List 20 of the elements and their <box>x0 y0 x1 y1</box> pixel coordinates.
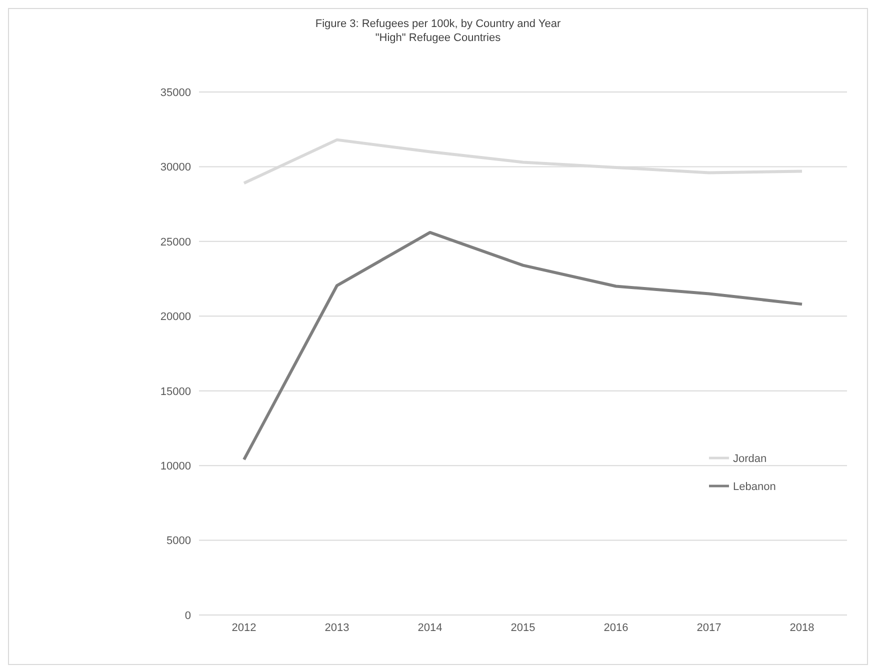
x-tick-label: 2014 <box>418 622 442 634</box>
y-tick-label: 0 <box>184 610 191 622</box>
y-tick-label: 15000 <box>160 386 191 398</box>
y-tick-label: 5000 <box>166 535 191 548</box>
x-tick-label: 2013 <box>324 622 350 634</box>
x-tick-label: 2016 <box>604 622 628 634</box>
y-tick-label: 25000 <box>160 236 191 248</box>
chart-title: Figure 3: Refugees per 100k, by Country and Year <box>314 17 562 31</box>
y-tick-label: 20000 <box>160 311 191 324</box>
y-tick-label: 10000 <box>160 460 191 472</box>
y-tick-label: 30000 <box>160 162 191 174</box>
y-tick-label: 35000 <box>160 86 191 99</box>
x-tick-label: 2018 <box>790 622 814 634</box>
x-tick-label: 2015 <box>510 622 536 634</box>
legend-label: Jordan <box>733 453 767 465</box>
x-tick-label: 2012 <box>232 622 256 634</box>
x-tick-label: 2017 <box>696 622 722 634</box>
chart-subtitle: "High" Refugee Countries <box>374 31 502 45</box>
line-series <box>242 230 804 462</box>
legend-label: Lebanon <box>733 481 776 493</box>
